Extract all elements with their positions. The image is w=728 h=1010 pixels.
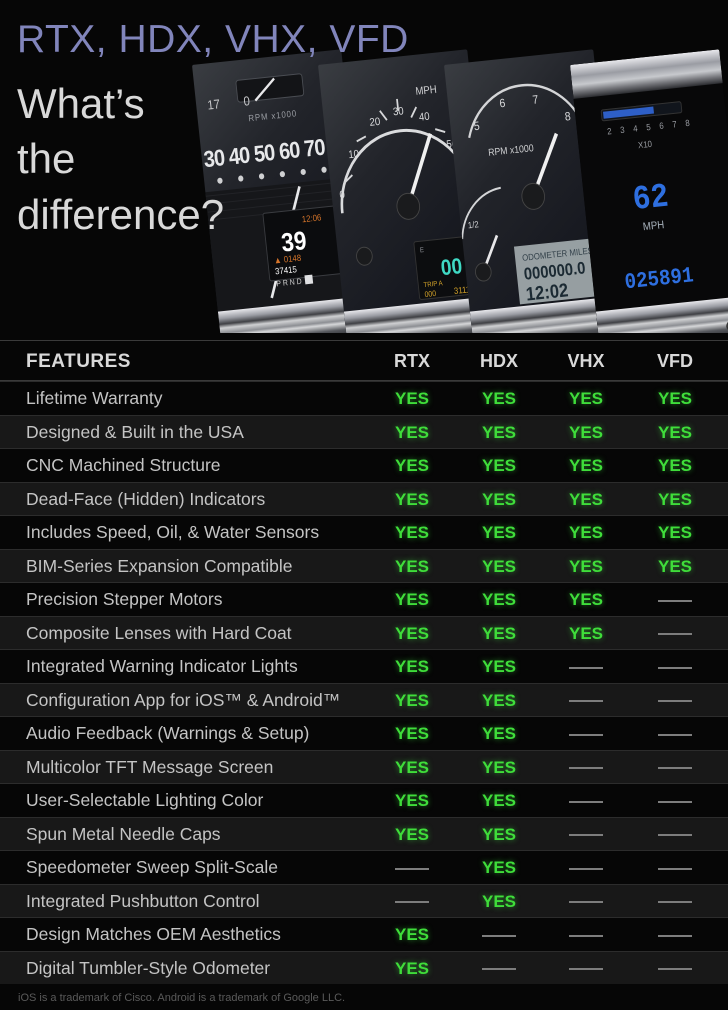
svg-text:MPH: MPH: [642, 220, 664, 234]
svg-text:00: 00: [440, 254, 464, 281]
svg-text:30: 30: [392, 106, 404, 119]
svg-text:8: 8: [564, 110, 571, 123]
svg-text:MPH: MPH: [415, 84, 437, 98]
svg-text:10: 10: [348, 149, 360, 162]
svg-text:6: 6: [499, 97, 506, 110]
svg-text:20: 20: [369, 116, 381, 129]
svg-text:40: 40: [418, 111, 430, 124]
svg-text:1/2: 1/2: [467, 219, 479, 231]
svg-text:7: 7: [532, 94, 539, 107]
svg-text:X10: X10: [637, 138, 652, 150]
svg-text:12:06: 12:06: [301, 212, 322, 225]
svg-text:RPM x1000: RPM x1000: [488, 143, 534, 158]
svg-text:000: 000: [424, 288, 437, 299]
svg-text:0: 0: [339, 189, 346, 201]
svg-text:5: 5: [473, 120, 480, 133]
svg-text:62: 62: [631, 177, 670, 220]
